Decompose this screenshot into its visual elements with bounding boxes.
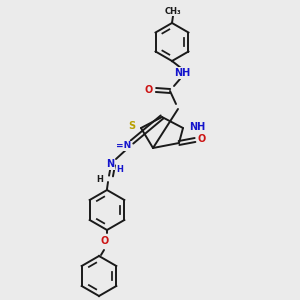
Text: O: O xyxy=(198,134,206,144)
Text: CH₃: CH₃ xyxy=(165,7,181,16)
Text: H: H xyxy=(117,166,123,175)
Text: =N: =N xyxy=(116,142,132,151)
Text: H: H xyxy=(97,176,104,184)
Text: NH: NH xyxy=(189,122,205,132)
Text: S: S xyxy=(128,121,136,131)
Text: N: N xyxy=(106,159,114,169)
Text: O: O xyxy=(101,236,109,246)
Text: NH: NH xyxy=(174,68,190,78)
Text: O: O xyxy=(145,85,153,95)
